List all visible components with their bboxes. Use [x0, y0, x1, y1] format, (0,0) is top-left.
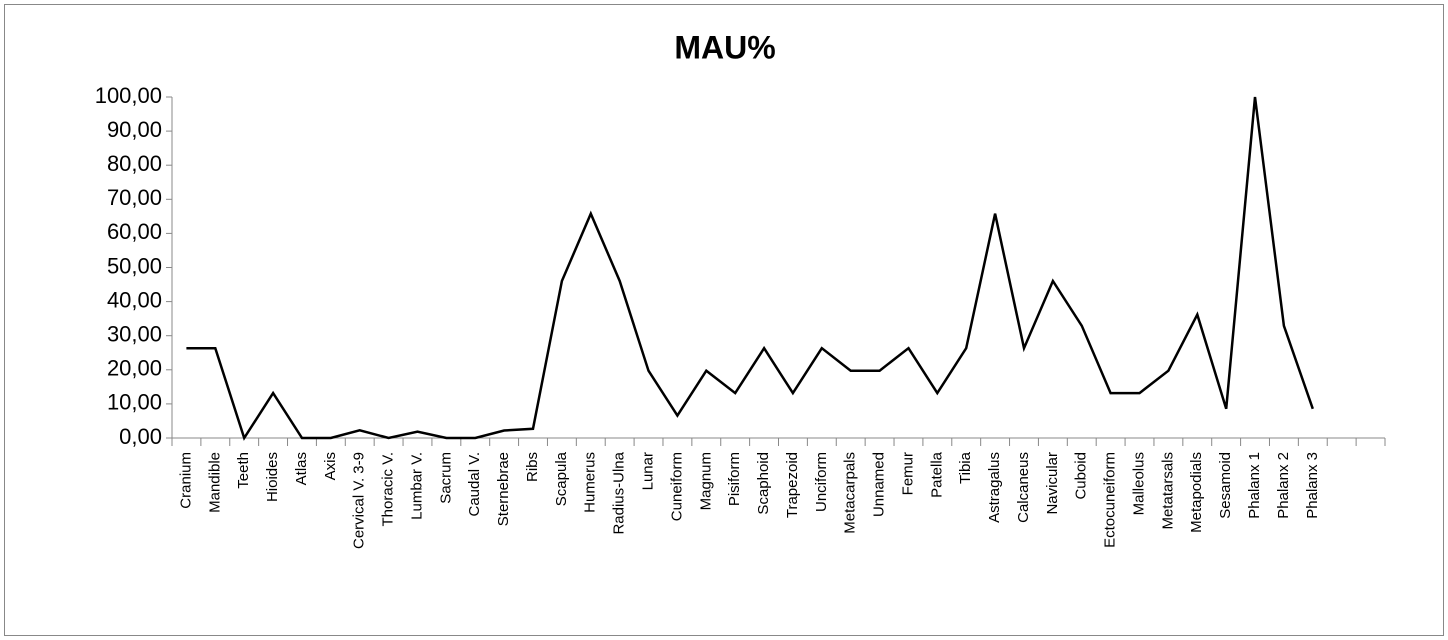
x-tick-label: Patella: [928, 451, 945, 498]
x-tick-label: Ectocuneiform: [1102, 452, 1119, 548]
y-tick-label: 0,00: [119, 424, 162, 449]
y-tick-label: 40,00: [107, 287, 162, 312]
x-tick-label: Cranium: [177, 452, 194, 509]
x-tick-label: Unnamed: [871, 452, 888, 517]
y-tick-label: 50,00: [107, 253, 162, 278]
x-tick-label: Radius-Ulna: [611, 451, 628, 534]
x-tick-label: Teeth: [235, 452, 252, 489]
y-tick-label: 70,00: [107, 185, 162, 210]
x-tick-label: Navicular: [1044, 452, 1061, 515]
x-tick-label: Caudal V.: [466, 452, 483, 517]
data-line: [186, 96, 1314, 441]
y-tick-label: 20,00: [107, 356, 162, 381]
y-tick-label: 80,00: [107, 151, 162, 176]
x-tick-label: Metapodials: [1188, 452, 1205, 533]
x-tick-label: Humerus: [582, 452, 599, 513]
x-tick-label: Hioides: [264, 452, 281, 502]
x-tick-label: Lumbar V.: [408, 452, 425, 520]
x-tick-label: Mandible: [206, 452, 223, 513]
x-tick-label: Metatarsals: [1159, 452, 1176, 530]
y-tick-label: 10,00: [107, 390, 162, 415]
x-tick-label: Magnum: [697, 452, 714, 510]
x-tick-label: Trapezoid: [784, 452, 801, 518]
x-tick-label: Scaphoid: [755, 452, 772, 515]
x-tick-label: Unciform: [813, 452, 830, 512]
x-tick-label: Phalanx 1: [1246, 452, 1263, 519]
x-tick-label: Femur: [899, 452, 916, 495]
x-tick-label: Sternebrae: [495, 452, 512, 526]
x-tick-label: Ribs: [524, 452, 541, 482]
x-tick-label: Phalanx 2: [1275, 452, 1292, 519]
x-tick-label: Cervical V. 3-9: [351, 452, 368, 549]
x-tick-label: Lunar: [640, 452, 657, 490]
x-tick-label: Metacarpals: [842, 452, 859, 534]
x-tick-label: Phalanx 3: [1304, 452, 1321, 519]
y-tick-label: 60,00: [107, 219, 162, 244]
x-tick-label: Cuneiform: [668, 452, 685, 521]
x-tick-label: Scapula: [553, 451, 570, 506]
x-tick-label: Axis: [322, 452, 339, 480]
x-tick-label: Cuboid: [1073, 452, 1090, 500]
x-tick-label: Malleolus: [1130, 452, 1147, 515]
x-tick-label: Pisiform: [726, 452, 743, 506]
y-tick-label: 100,00: [95, 83, 162, 108]
x-tick-label: Atlas: [293, 452, 310, 485]
x-tick-label: Sesamoid: [1217, 452, 1234, 519]
x-tick-label: Sacrum: [437, 452, 454, 504]
y-tick-label: 30,00: [107, 322, 162, 347]
chart-title: MAU%: [674, 29, 775, 65]
x-tick-label: Calcaneus: [1015, 452, 1032, 523]
x-tick-label: Astragalus: [986, 452, 1003, 523]
chart-frame: [4, 4, 1444, 636]
y-tick-label: 90,00: [107, 117, 162, 142]
x-tick-label: Thoracic V.: [380, 452, 397, 526]
x-tick-label: Tibia: [957, 451, 974, 484]
